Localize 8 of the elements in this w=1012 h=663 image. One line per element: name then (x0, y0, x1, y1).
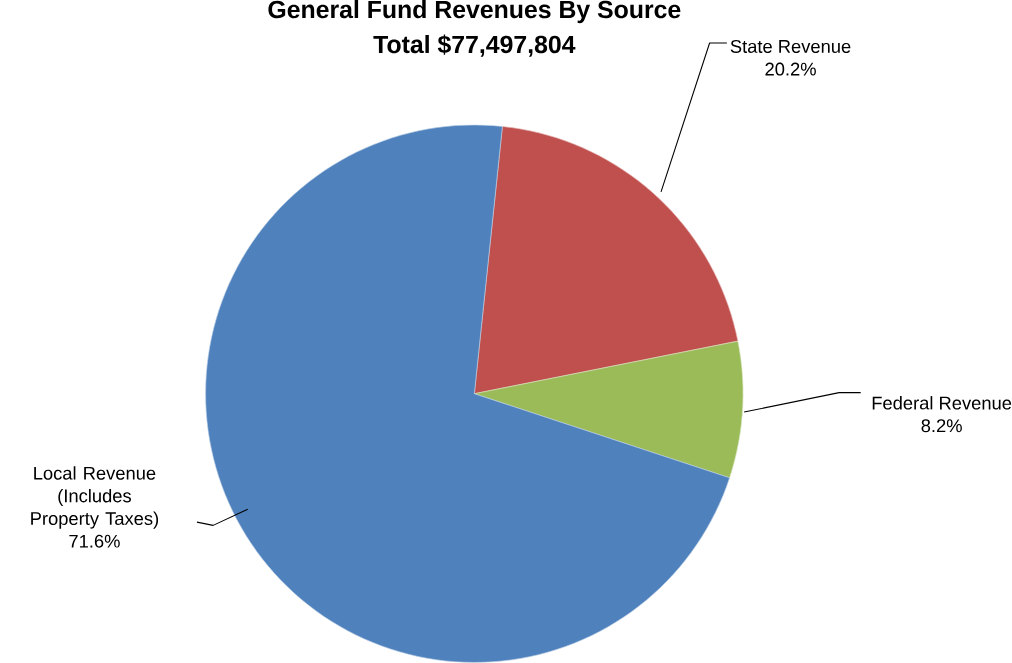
data-label: 71.6% (69, 534, 120, 548)
slice-label: Federal Revenue (872, 396, 1012, 410)
data-label: 8.2% (921, 419, 962, 433)
data-label: 20.2% (765, 62, 816, 76)
slice-label: State Revenue (730, 40, 851, 54)
chart-subtitle: Total $77,497,804 (373, 34, 576, 57)
chart-title: General Fund Revenues By Source (268, 0, 681, 24)
slice-label: Local Revenue (Includes Property Taxes) (31, 466, 159, 529)
